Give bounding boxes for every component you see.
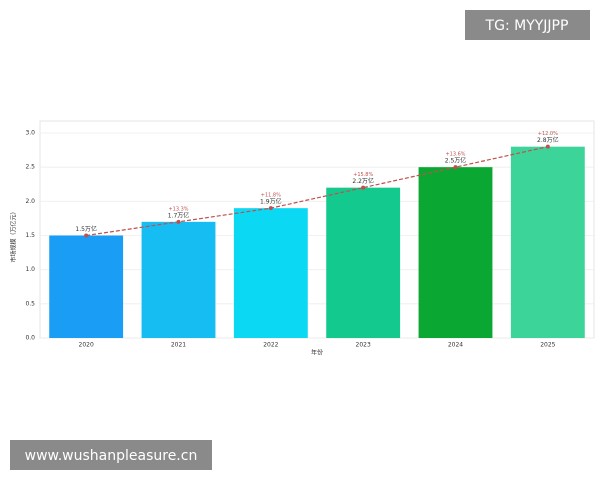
bottom-badge: www.wushanpleasure.cn xyxy=(25,448,198,464)
y-tick-label: 1.0 xyxy=(25,266,35,273)
trend-marker xyxy=(545,144,550,149)
x-tick-label: 2023 xyxy=(356,342,371,349)
x-tick-label: 2020 xyxy=(79,342,94,349)
y-axis-label: 市场规模（万亿元） xyxy=(10,208,18,262)
value-label: 2.2万亿 xyxy=(352,177,374,185)
growth-label: +11.8% xyxy=(261,193,281,199)
y-tick-label: 0.5 xyxy=(25,300,35,307)
trend-marker xyxy=(176,219,181,224)
trend-marker xyxy=(268,206,273,211)
bar xyxy=(49,235,124,338)
value-label: 2.8万亿 xyxy=(537,136,559,144)
y-tick-label: 2.5 xyxy=(25,164,35,171)
value-label: 2.5万亿 xyxy=(445,157,467,165)
bar xyxy=(141,221,216,338)
growth-label: +15.8% xyxy=(353,172,373,178)
value-label: 1.7万亿 xyxy=(168,211,190,219)
chart: 0.0 0.5 1.0 1.5 2.0 2.5 3.0 市场规模（万亿元） 年份 2020 2021… xyxy=(10,120,595,357)
y-tick-label: 0.0 xyxy=(25,335,35,342)
trend-marker xyxy=(361,185,366,190)
trend-marker xyxy=(453,165,458,170)
y-tick-label: 1.5 xyxy=(25,232,35,239)
x-tick-label: 2022 xyxy=(263,342,278,349)
x-axis-label: 年份 xyxy=(311,349,323,357)
top-badge-box xyxy=(465,10,590,40)
bar xyxy=(326,187,401,338)
bar xyxy=(418,167,493,338)
growth-label: +13.3% xyxy=(168,206,188,212)
y-tick-label: 2.0 xyxy=(25,198,35,205)
bar xyxy=(233,208,308,338)
value-label: 1.9万亿 xyxy=(260,198,282,206)
top-badge: TG: MYYJJPP xyxy=(485,18,569,34)
x-tick-label: 2021 xyxy=(171,342,186,349)
bar xyxy=(510,146,585,338)
x-tick-label: 2024 xyxy=(448,342,463,349)
bottom-badge-box xyxy=(10,440,212,470)
value-label: 1.5万亿 xyxy=(75,225,97,233)
growth-label: +13.6% xyxy=(445,152,465,158)
trend-marker xyxy=(84,233,89,238)
x-tick-label: 2025 xyxy=(540,342,555,349)
trend-line xyxy=(86,146,548,237)
y-tick-label: 3.0 xyxy=(25,130,35,137)
growth-label: +12.0% xyxy=(538,131,558,137)
